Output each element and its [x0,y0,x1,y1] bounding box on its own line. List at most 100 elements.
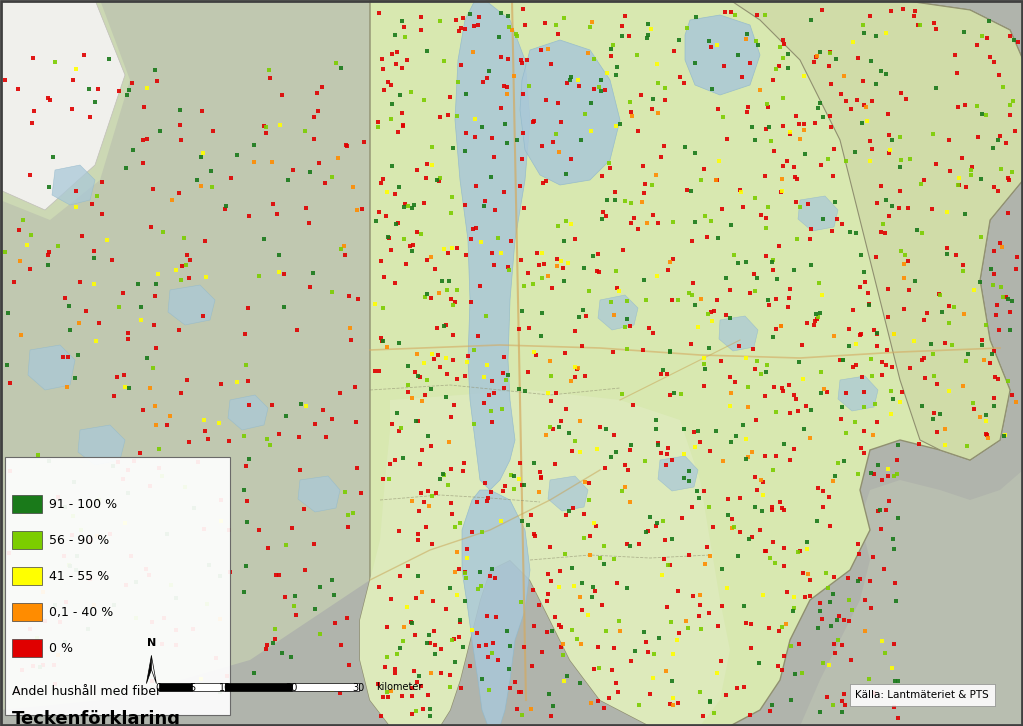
Polygon shape [455,0,530,490]
Point [849,575,865,587]
Point [925,128,941,139]
Polygon shape [520,40,620,185]
Point [729,257,746,269]
Point [687,57,704,68]
Point [776,38,793,50]
Polygon shape [151,656,157,684]
Point [604,51,620,62]
Point [747,471,763,483]
Point [16,508,33,520]
Point [262,73,278,84]
Point [771,625,788,637]
Point [759,359,775,371]
Point [138,133,154,144]
Point [286,590,303,602]
Point [261,65,277,76]
Point [421,710,438,722]
Point [387,277,403,289]
Point [395,452,411,463]
Point [433,362,449,373]
Point [878,359,894,371]
Point [916,314,932,325]
Point [640,322,657,334]
Point [567,436,583,447]
Point [387,189,403,200]
Point [424,348,440,360]
Point [902,153,919,165]
Point [675,448,692,460]
Bar [12,639,42,657]
Point [341,290,357,302]
Point [664,216,680,228]
Point [203,165,219,176]
Point [992,163,1009,174]
Point [958,182,974,193]
Point [63,104,80,115]
Point [173,134,189,146]
Point [569,633,585,645]
Point [776,504,793,515]
Point [136,101,152,113]
Point [273,89,290,100]
Point [409,529,426,540]
Point [326,590,343,601]
Point [586,663,603,674]
Point [229,376,246,388]
Point [525,116,541,128]
Point [572,446,588,458]
Point [986,245,1003,256]
Point [348,416,364,428]
Point [758,366,774,378]
Point [890,712,906,724]
Point [997,430,1014,441]
Point [457,146,474,158]
Point [722,312,739,324]
Point [748,414,764,425]
Point [781,293,797,304]
Point [693,293,709,304]
Point [501,264,518,276]
Point [565,502,581,514]
Point [424,159,440,171]
Point [715,112,731,123]
Point [500,369,517,380]
Point [931,289,947,301]
Point [730,49,747,60]
Point [515,3,531,15]
Point [991,131,1008,142]
Point [826,637,842,649]
Point [791,118,807,129]
Point [869,30,885,42]
Point [534,248,550,259]
Point [138,563,154,574]
Point [27,105,43,117]
Point [885,393,901,404]
Point [988,299,1005,311]
Point [653,446,669,458]
Point [436,469,452,481]
Point [171,187,187,199]
Point [932,289,948,301]
Point [714,454,730,466]
Point [403,203,419,214]
Point [464,224,481,235]
Point [749,484,765,496]
Point [604,296,620,308]
Point [30,449,46,461]
Point [68,565,84,576]
Point [172,119,188,131]
Point [532,467,548,478]
Point [861,10,878,22]
Point [934,306,950,317]
Point [601,692,617,703]
Point [387,454,403,465]
Point [547,611,564,623]
Point [121,84,137,96]
Point [799,537,815,548]
Point [205,126,221,137]
Point [282,651,299,663]
Point [148,420,165,431]
Point [6,491,23,502]
Point [886,470,902,481]
Point [622,97,638,108]
